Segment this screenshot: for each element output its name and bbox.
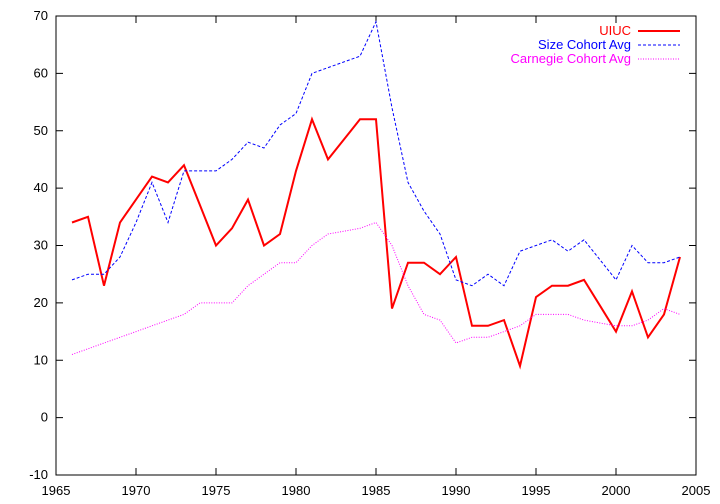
- y-tick-label: 30: [34, 238, 48, 253]
- series-lines: [71, 20, 681, 370]
- x-tick-label: 1990: [442, 483, 471, 498]
- y-tick-label: 10: [34, 352, 48, 367]
- series-line-uiuc: [71, 116, 681, 370]
- y-tick-label: 0: [41, 410, 48, 425]
- y-axis: -10 0 10 20 30 40 50 60 70: [29, 8, 696, 482]
- y-tick-label: 60: [34, 65, 48, 80]
- x-tick-label: 2005: [682, 483, 711, 498]
- x-tick-label: 1995: [522, 483, 551, 498]
- x-axis: 1965 1970 1975 1980 1985 1990 1995 2000 2005: [42, 16, 711, 498]
- y-tick-label: 50: [34, 123, 48, 138]
- series-line-carnegie-cohort-avg: [71, 221, 681, 355]
- x-tick-label: 1965: [42, 483, 71, 498]
- legend-label: Size Cohort Avg: [538, 37, 631, 52]
- x-tick-label: 1980: [282, 483, 311, 498]
- y-tick-label: 40: [34, 180, 48, 195]
- legend-label: UIUC: [599, 23, 631, 38]
- legend-label: Carnegie Cohort Avg: [511, 51, 631, 66]
- x-tick-label: 1975: [202, 483, 231, 498]
- y-tick-label: -10: [29, 467, 48, 482]
- series-line-size-cohort-avg: [71, 20, 681, 287]
- plot-frame: [55, 15, 697, 476]
- x-tick-label: 1970: [122, 483, 151, 498]
- y-tick-label: 20: [34, 295, 48, 310]
- x-tick-label: 2000: [602, 483, 631, 498]
- y-tick-label: 70: [34, 8, 48, 23]
- x-tick-label: 1985: [362, 483, 391, 498]
